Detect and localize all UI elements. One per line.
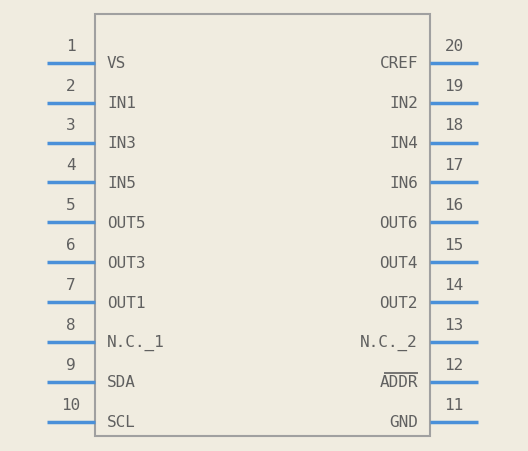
- Text: IN1: IN1: [107, 96, 136, 111]
- Text: N.C._2: N.C._2: [360, 334, 418, 350]
- Text: SDA: SDA: [107, 375, 136, 390]
- Text: 13: 13: [445, 317, 464, 332]
- Text: 8: 8: [66, 317, 76, 332]
- Text: IN4: IN4: [389, 136, 418, 151]
- Text: 20: 20: [445, 39, 464, 54]
- Text: 17: 17: [445, 158, 464, 173]
- Text: IN6: IN6: [389, 175, 418, 190]
- Text: OUT6: OUT6: [380, 215, 418, 230]
- Text: IN5: IN5: [107, 175, 136, 190]
- Text: 14: 14: [445, 277, 464, 292]
- Text: 6: 6: [66, 238, 76, 253]
- Text: VS: VS: [107, 56, 126, 71]
- Text: 11: 11: [445, 397, 464, 412]
- Text: IN3: IN3: [107, 136, 136, 151]
- Text: 19: 19: [445, 78, 464, 93]
- Text: OUT4: OUT4: [380, 255, 418, 270]
- Text: CREF: CREF: [380, 56, 418, 71]
- Text: 3: 3: [66, 118, 76, 133]
- Text: OUT3: OUT3: [107, 255, 146, 270]
- Text: 5: 5: [66, 198, 76, 213]
- Text: 12: 12: [445, 357, 464, 372]
- Text: 10: 10: [61, 397, 81, 412]
- Text: ADDR: ADDR: [380, 375, 418, 390]
- Text: OUT2: OUT2: [380, 295, 418, 310]
- Bar: [95, 15, 430, 436]
- Text: OUT1: OUT1: [107, 295, 146, 310]
- Text: 7: 7: [66, 277, 76, 292]
- Text: 18: 18: [445, 118, 464, 133]
- Text: N.C._1: N.C._1: [107, 334, 165, 350]
- Text: 16: 16: [445, 198, 464, 213]
- Text: GND: GND: [389, 414, 418, 429]
- Text: 1: 1: [66, 39, 76, 54]
- Text: 15: 15: [445, 238, 464, 253]
- Text: IN2: IN2: [389, 96, 418, 111]
- Text: 9: 9: [66, 357, 76, 372]
- Text: OUT5: OUT5: [107, 215, 146, 230]
- Text: 2: 2: [66, 78, 76, 93]
- Text: 4: 4: [66, 158, 76, 173]
- Text: SCL: SCL: [107, 414, 136, 429]
